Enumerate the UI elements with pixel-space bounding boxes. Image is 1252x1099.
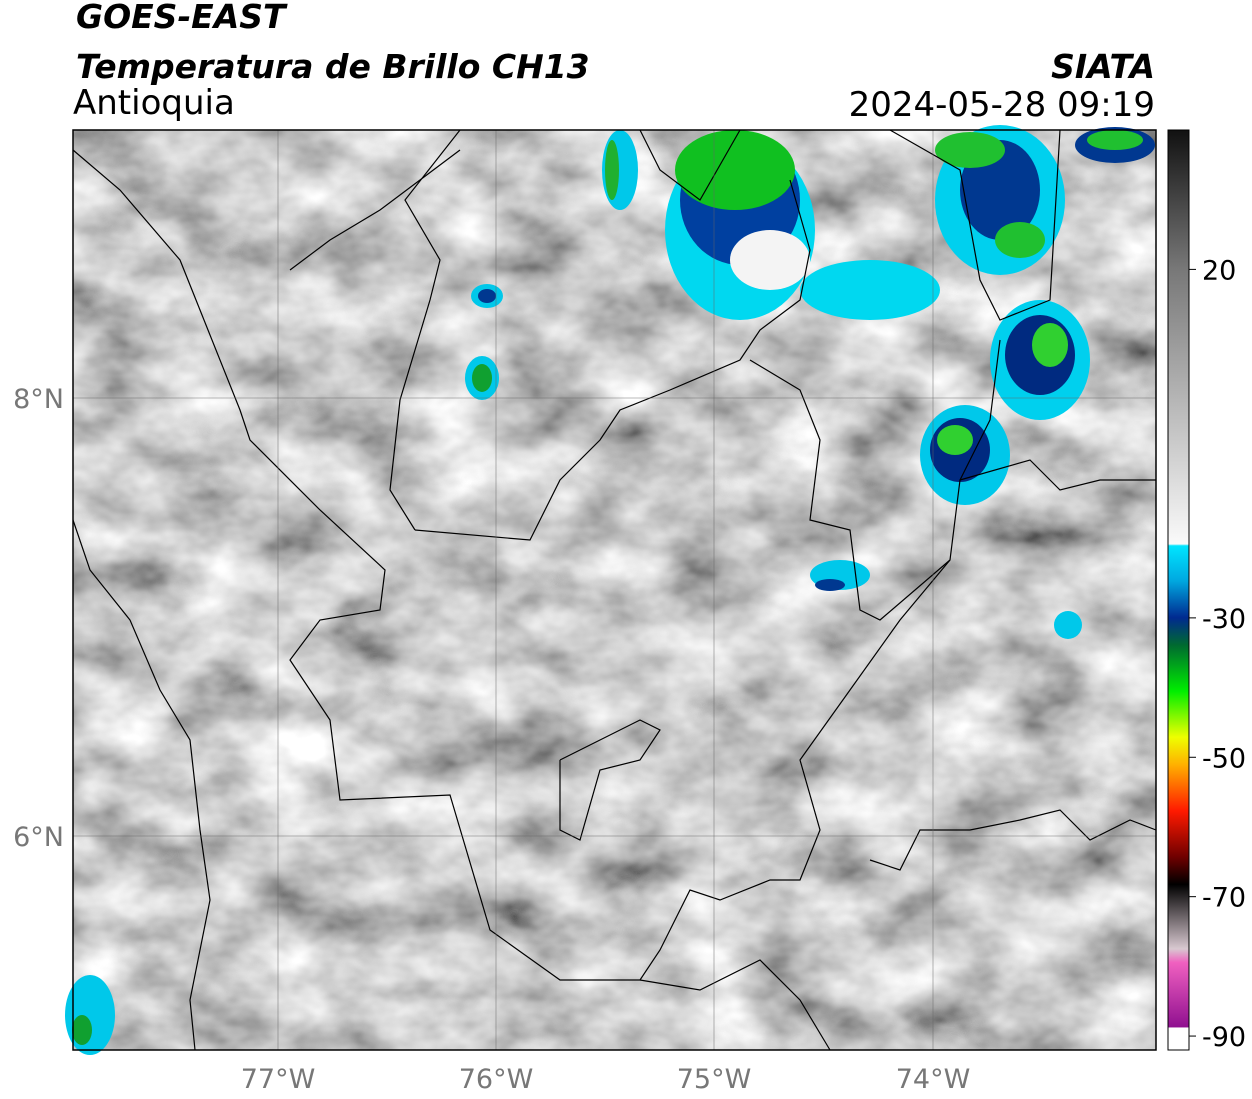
lat-label: 8°N: [13, 384, 64, 415]
lon-label: 75°W: [677, 1064, 752, 1095]
lon-label: 77°W: [241, 1064, 316, 1095]
lon-label: 76°W: [459, 1064, 534, 1095]
colorbar-tick-label: -30: [1202, 604, 1246, 635]
colorbar-tick-label: 20: [1202, 255, 1236, 286]
timestamp: 2024-05-28 09:19: [849, 85, 1155, 125]
colorbar-tick-label: -50: [1202, 743, 1246, 774]
subtitle: Temperatura de Brillo CH13: [76, 47, 590, 86]
graticule: [73, 130, 1156, 1050]
colorbar: 20 -30 -50 -70 -90: [1167, 129, 1246, 1053]
colorbar-tick-label: -90: [1202, 1022, 1246, 1053]
lon-label: 74°W: [896, 1064, 971, 1095]
convective-cells: [65, 125, 1155, 1055]
colorbar-scale: [1167, 129, 1190, 1051]
colorbar-tick-label: -70: [1202, 883, 1246, 914]
borders: [72, 129, 1157, 1051]
title: GOES-EAST: [76, 0, 288, 36]
map-frame: [72, 129, 1157, 1051]
map: 8°N 6°N 77°W 76°W 75°W 74°W: [13, 125, 1157, 1095]
region: Antioquia: [73, 83, 235, 123]
lat-label: 6°N: [13, 822, 64, 853]
source: SIATA: [1051, 47, 1155, 86]
satellite-image: [73, 130, 1156, 1050]
